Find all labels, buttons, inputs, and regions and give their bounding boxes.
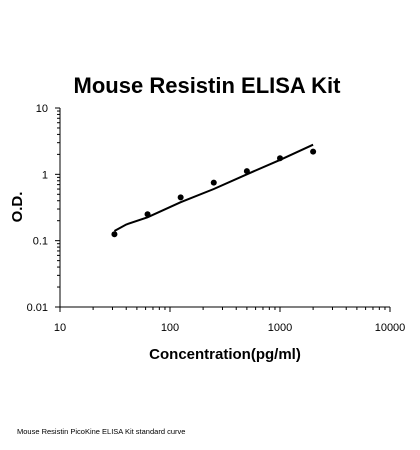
x-tick-label: 10 [54,322,66,334]
data-point [210,179,217,186]
x-ticks: 10 100 1000 10000 [54,307,405,334]
y-tick-label: 10 [36,103,48,115]
plot-axes [59,108,390,308]
x-tick-label: 100 [161,322,179,334]
y-tick-label: 0.01 [27,302,48,314]
data-point [111,231,118,238]
y-axis-label: O.D. [9,192,26,223]
data-point [277,155,283,162]
x-tick-label: 10000 [375,322,406,334]
data-point [243,168,250,175]
x-tick-label: 1000 [268,322,292,334]
data-point [310,148,317,155]
x-axis-label: Concentration(pg/ml) [149,346,301,363]
data-point [144,211,151,218]
y-tick-label: 0.1 [33,236,48,248]
fit-curve [113,143,314,232]
data-point [177,194,184,201]
chart-title: Mouse Resistin ELISA Kit [74,73,342,98]
y-ticks: 0.01 0.1 1 10 [27,103,60,314]
data-points [111,148,317,238]
chart-caption: Mouse Resistin PicoKine ELISA Kit standa… [17,427,186,436]
y-tick-label: 1 [42,169,48,181]
